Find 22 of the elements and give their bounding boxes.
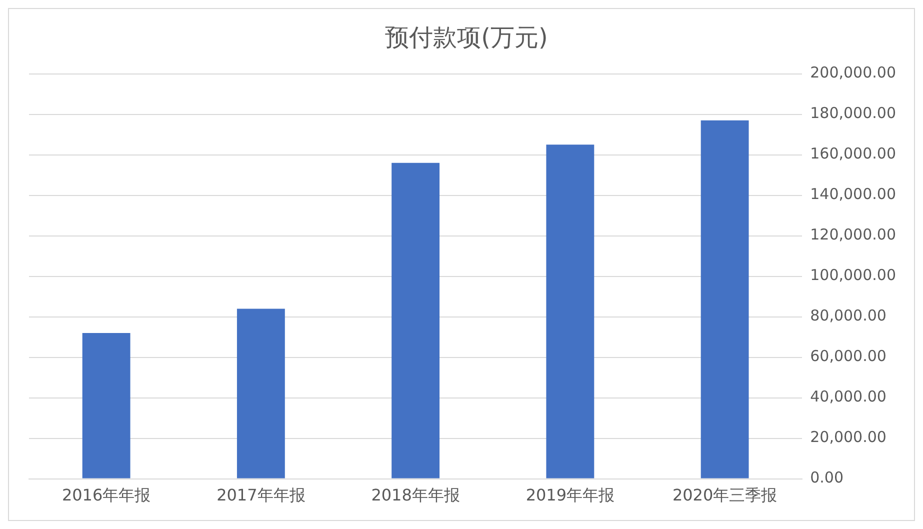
- y-tick-label: 0.00: [810, 468, 844, 487]
- x-tick-label: 2016年年报: [62, 486, 151, 505]
- y-tick-label: 40,000.00: [810, 388, 886, 406]
- y-tick-label: 140,000.00: [810, 185, 896, 204]
- y-tick-label: 200,000.00: [810, 64, 896, 82]
- y-tick-label: 160,000.00: [810, 144, 896, 163]
- x-tick-label: 2018年年报: [371, 486, 460, 505]
- x-tick-label: 2020年三季报: [672, 486, 778, 505]
- bar: [236, 308, 285, 478]
- bar: [700, 120, 749, 478]
- bar: [392, 162, 440, 478]
- y-tick-label: 120,000.00: [810, 226, 896, 244]
- bar: [82, 333, 130, 478]
- y-tick-label: 100,000.00: [810, 266, 896, 284]
- y-tick-label: 180,000.00: [810, 104, 896, 122]
- y-tick-label: 80,000.00: [810, 306, 886, 325]
- x-tick-label: 2019年年报: [526, 486, 615, 505]
- y-tick-label: 60,000.00: [810, 347, 886, 366]
- bar: [546, 144, 594, 478]
- y-tick-label: 20,000.00: [810, 428, 886, 446]
- x-tick-label: 2017年年报: [216, 486, 306, 505]
- chart-title: 预付款项(万元): [385, 24, 548, 52]
